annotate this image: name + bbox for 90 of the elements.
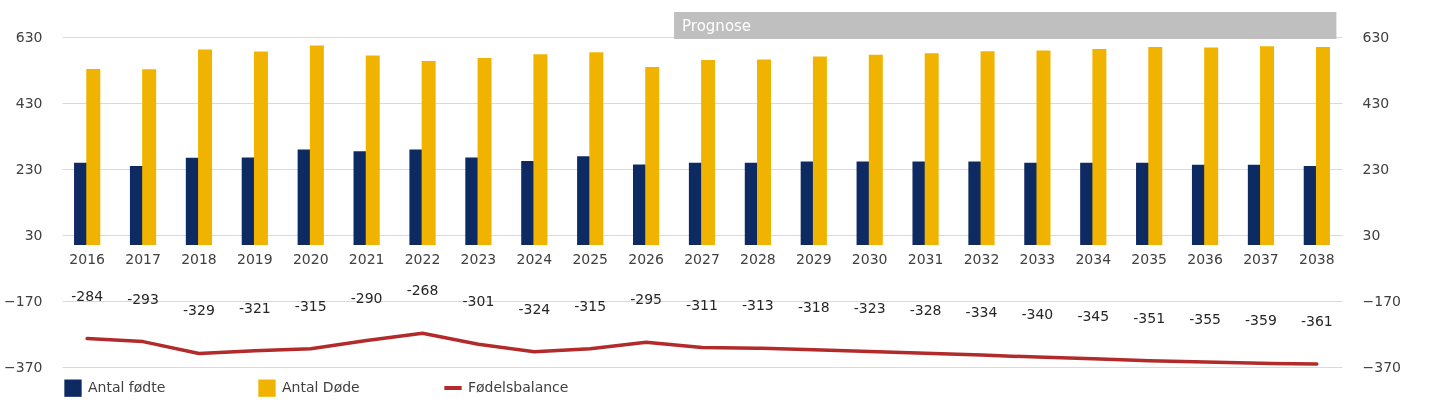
data-label: -340 bbox=[1021, 306, 1054, 323]
text: Prognose bbox=[682, 16, 752, 35]
bar bbox=[589, 52, 604, 245]
bar bbox=[924, 53, 939, 245]
bar bbox=[912, 161, 927, 245]
bar bbox=[1204, 47, 1219, 245]
data-label: -345 bbox=[1077, 307, 1110, 324]
bar bbox=[309, 45, 324, 245]
x-tick-label: 2021 bbox=[348, 251, 385, 268]
data-label: -361 bbox=[1300, 313, 1333, 330]
x-tick-label: 2016 bbox=[69, 251, 106, 268]
bar bbox=[86, 69, 101, 245]
bar bbox=[868, 54, 883, 245]
bar bbox=[968, 161, 983, 245]
bar bbox=[645, 67, 660, 245]
line-series bbox=[85, 331, 1319, 366]
x-tick-label: 2029 bbox=[795, 251, 832, 268]
bar bbox=[253, 51, 268, 245]
y-tick-label: −370 bbox=[4, 358, 43, 375]
y2-tick-label: 230 bbox=[1362, 160, 1390, 177]
x-tick-label: 2036 bbox=[1187, 251, 1223, 268]
legend-label: Antal Døde bbox=[282, 379, 360, 396]
x-tick-label: 2028 bbox=[740, 251, 776, 268]
data-label: -315 bbox=[294, 297, 327, 314]
y2-tick-label: −370 bbox=[1362, 358, 1401, 375]
bar bbox=[533, 54, 548, 245]
data-label: -301 bbox=[462, 293, 495, 310]
data-label: -328 bbox=[909, 302, 942, 319]
data-label: -321 bbox=[238, 299, 271, 316]
bar bbox=[1260, 46, 1275, 245]
x-tick-label: 2027 bbox=[684, 251, 720, 268]
y-tick-label: −170 bbox=[4, 292, 43, 309]
data-label: -295 bbox=[630, 291, 662, 308]
data-label: -293 bbox=[127, 290, 159, 307]
bar bbox=[465, 157, 480, 245]
data-label: -284 bbox=[71, 287, 104, 304]
bar bbox=[757, 59, 772, 245]
legend-label: Fødelsbalance bbox=[468, 379, 569, 395]
x-tick-label: 2032 bbox=[963, 251, 1000, 268]
data-label: -313 bbox=[742, 297, 774, 314]
x-tick-label: 2022 bbox=[404, 251, 441, 268]
bar bbox=[477, 58, 492, 245]
x-tick-label: 2037 bbox=[1243, 251, 1279, 268]
data-label: -324 bbox=[518, 300, 551, 317]
x-tick-label: 2019 bbox=[237, 251, 273, 268]
y2-tick-label: −170 bbox=[1362, 292, 1401, 309]
bar bbox=[1092, 48, 1107, 245]
x-tick-label: 2031 bbox=[907, 251, 944, 268]
x-tick-label: 2030 bbox=[851, 251, 888, 268]
x-tick-label: 2033 bbox=[1019, 251, 1056, 268]
y-tick-label: 30 bbox=[24, 226, 43, 243]
data-label: -315 bbox=[574, 297, 607, 314]
legend-label: Antal fødte bbox=[88, 379, 166, 396]
data-label: -323 bbox=[853, 300, 886, 317]
y-tick-label: 230 bbox=[15, 160, 43, 177]
bar bbox=[409, 149, 424, 245]
y2-tick-label: 30 bbox=[1362, 226, 1381, 243]
bar bbox=[701, 60, 716, 245]
x-tick-label: 2034 bbox=[1075, 251, 1112, 268]
data-label: -311 bbox=[686, 296, 718, 313]
bar bbox=[1315, 46, 1330, 245]
y2-tick-label: 630 bbox=[1362, 28, 1390, 45]
y-tick-label: 630 bbox=[15, 28, 43, 45]
bar bbox=[365, 55, 380, 245]
data-label: -318 bbox=[797, 298, 830, 315]
x-tick-label: 2024 bbox=[516, 251, 553, 268]
x-tick-label: 2026 bbox=[628, 251, 665, 268]
y2-tick-label: 430 bbox=[1362, 94, 1390, 111]
x-tick-label: 2018 bbox=[181, 251, 217, 268]
x-tick-label: 2025 bbox=[572, 251, 609, 268]
bar bbox=[1036, 50, 1051, 245]
data-label: -268 bbox=[406, 282, 439, 299]
bar bbox=[142, 69, 157, 245]
bar bbox=[421, 61, 436, 245]
y-tick-label: 430 bbox=[15, 94, 43, 111]
x-tick-label: 2020 bbox=[292, 251, 329, 268]
bar bbox=[980, 51, 995, 245]
data-label: -290 bbox=[350, 289, 383, 306]
x-tick-label: 2023 bbox=[460, 251, 497, 268]
bar bbox=[198, 49, 213, 245]
data-label: -351 bbox=[1133, 309, 1166, 326]
data-label: -355 bbox=[1189, 311, 1221, 328]
data-label: -329 bbox=[183, 302, 215, 319]
data-label: -359 bbox=[1245, 312, 1277, 329]
x-tick-label: 2035 bbox=[1131, 251, 1167, 268]
bar bbox=[1148, 46, 1163, 245]
bar bbox=[812, 56, 827, 245]
data-label: -334 bbox=[965, 304, 998, 321]
x-tick-label: 2038 bbox=[1299, 251, 1335, 268]
x-tick-label: 2017 bbox=[125, 251, 161, 268]
